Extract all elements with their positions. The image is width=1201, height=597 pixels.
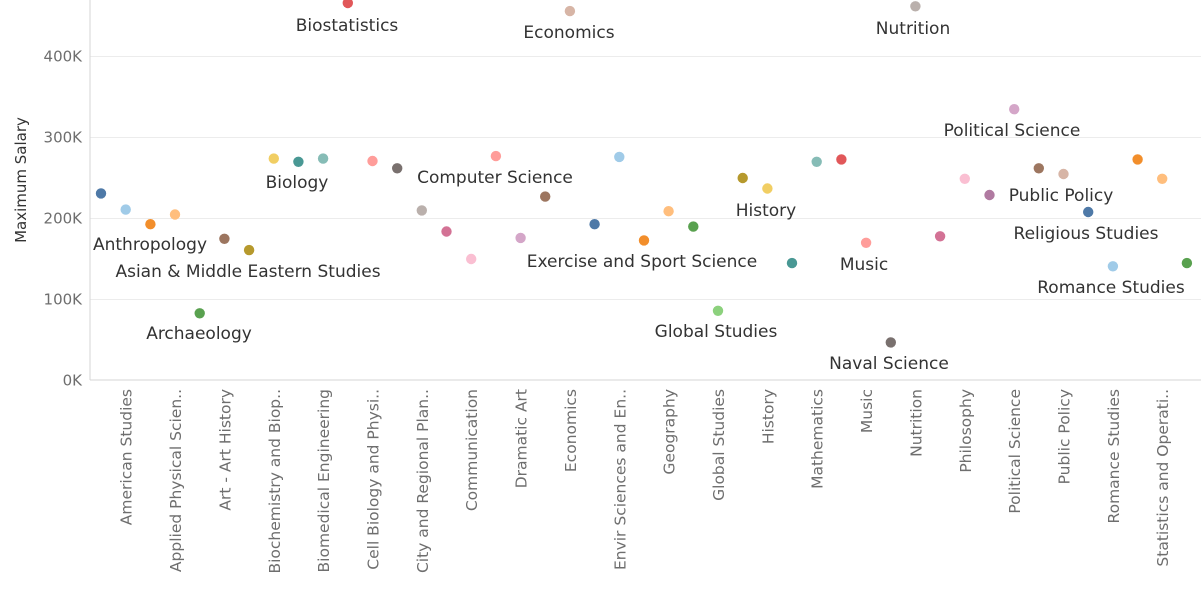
data-point[interactable] bbox=[120, 204, 131, 215]
data-point-label: Political Science bbox=[944, 121, 1081, 141]
data-point[interactable] bbox=[614, 151, 625, 163]
data-point[interactable] bbox=[860, 237, 872, 248]
data-point[interactable] bbox=[293, 156, 304, 167]
data-point[interactable] bbox=[540, 191, 551, 202]
data-point[interactable] bbox=[589, 219, 600, 230]
y-tick-label: 300K bbox=[44, 129, 84, 147]
y-tick-label: 100K bbox=[44, 291, 84, 309]
data-point[interactable] bbox=[392, 163, 403, 174]
y-tick-label: 0K bbox=[63, 372, 84, 390]
data-point[interactable] bbox=[515, 232, 526, 244]
data-point[interactable] bbox=[1083, 206, 1094, 218]
data-point[interactable] bbox=[268, 153, 279, 164]
data-point[interactable] bbox=[169, 209, 181, 220]
data-point-label: Music bbox=[840, 255, 888, 275]
x-tick-label: Biochemistry and Biop.. bbox=[266, 389, 284, 574]
data-point-label: Anthropology bbox=[93, 235, 207, 255]
data-point[interactable] bbox=[737, 172, 748, 184]
data-point[interactable] bbox=[317, 153, 329, 164]
data-point[interactable] bbox=[243, 244, 255, 256]
x-tick-label: Political Science bbox=[1006, 389, 1024, 514]
point-labels: Anthropology Archaeology Asian & Middle Ea… bbox=[93, 16, 1185, 374]
data-point-label: History bbox=[736, 201, 796, 221]
x-tick-label: Mathematics bbox=[809, 389, 827, 489]
data-point[interactable] bbox=[219, 233, 230, 244]
data-point-label: Nutrition bbox=[876, 19, 950, 39]
data-point-label: Romance Studies bbox=[1037, 278, 1185, 298]
x-tick-label: Applied Physical Scien.. bbox=[167, 389, 185, 572]
x-tick-label: Biomedical Engineering bbox=[315, 389, 333, 572]
data-point[interactable] bbox=[466, 253, 477, 265]
x-tick-label: Nutrition bbox=[907, 389, 925, 457]
data-point-label: Biostatistics bbox=[296, 16, 399, 36]
data-point[interactable] bbox=[836, 154, 847, 165]
data-point[interactable] bbox=[959, 173, 970, 184]
data-point[interactable] bbox=[1157, 173, 1168, 184]
x-tick-label: City and Regional Plan.. bbox=[414, 389, 432, 573]
x-tick-label: Global Studies bbox=[710, 389, 728, 501]
data-points bbox=[95, 0, 1193, 348]
data-point[interactable] bbox=[490, 150, 502, 162]
data-point-label: Computer Science bbox=[417, 168, 573, 188]
data-point[interactable] bbox=[367, 155, 378, 167]
data-point[interactable] bbox=[688, 221, 699, 232]
y-tick-label: 200K bbox=[44, 210, 84, 228]
data-point[interactable] bbox=[984, 189, 995, 201]
x-tick-label: Envir Sciences and En.. bbox=[611, 389, 629, 570]
data-point[interactable] bbox=[1033, 163, 1045, 174]
gridlines bbox=[90, 56, 1201, 300]
data-point[interactable] bbox=[663, 206, 674, 217]
data-point-label: Global Studies bbox=[655, 322, 778, 342]
data-point[interactable] bbox=[1132, 154, 1143, 165]
data-point-label: Religious Studies bbox=[1014, 224, 1159, 244]
x-tick-label: Economics bbox=[562, 389, 580, 472]
data-point[interactable] bbox=[145, 219, 156, 230]
data-point-label: Archaeology bbox=[146, 324, 252, 344]
x-tick-label: Music bbox=[858, 389, 876, 433]
x-tick-label: History bbox=[759, 389, 777, 444]
data-point[interactable] bbox=[1009, 104, 1020, 115]
data-point-label: Economics bbox=[523, 23, 614, 43]
data-point[interactable] bbox=[441, 226, 452, 237]
data-point[interactable] bbox=[638, 235, 650, 246]
x-tick-label: Romance Studies bbox=[1105, 389, 1123, 523]
data-point-label: Naval Science bbox=[829, 354, 949, 374]
data-point-label: Biology bbox=[266, 173, 329, 193]
data-point[interactable] bbox=[1107, 261, 1119, 272]
data-point-label: Exercise and Sport Science bbox=[527, 252, 757, 272]
y-axis-title: Maximum Salary bbox=[12, 117, 30, 243]
data-point[interactable] bbox=[342, 0, 353, 9]
x-tick-label: Cell Biology and Physi.. bbox=[365, 389, 383, 570]
data-point[interactable] bbox=[934, 231, 946, 242]
data-point[interactable] bbox=[416, 205, 427, 216]
data-point[interactable] bbox=[762, 183, 773, 194]
data-point[interactable] bbox=[786, 257, 798, 269]
x-tick-label: Geography bbox=[661, 389, 679, 475]
data-point[interactable] bbox=[564, 5, 576, 17]
data-point[interactable] bbox=[910, 1, 921, 12]
y-axis-ticks: 0K 100K 200K 300K 400K bbox=[44, 48, 84, 390]
data-point-label: Asian & Middle Eastern Studies bbox=[115, 262, 380, 282]
data-point[interactable] bbox=[811, 156, 822, 167]
data-point[interactable] bbox=[194, 308, 205, 319]
x-tick-label: Communication bbox=[463, 389, 481, 511]
data-point[interactable] bbox=[1181, 257, 1193, 269]
x-tick-label: Art - Art History bbox=[216, 389, 234, 511]
x-tick-label: Public Policy bbox=[1056, 389, 1074, 484]
data-point[interactable] bbox=[712, 305, 724, 316]
data-point[interactable] bbox=[95, 188, 107, 199]
data-point-label: Public Policy bbox=[1009, 186, 1114, 206]
x-axis-ticks: American Studies Applied Physical Scien..… bbox=[118, 389, 1172, 574]
x-tick-label: American Studies bbox=[118, 389, 136, 525]
x-tick-label: Philosophy bbox=[957, 389, 975, 473]
data-point[interactable] bbox=[1058, 168, 1069, 180]
data-point[interactable] bbox=[885, 337, 896, 348]
x-tick-label: Statistics and Operati.. bbox=[1154, 389, 1172, 567]
x-tick-label: Dramatic Art bbox=[513, 389, 531, 488]
y-tick-label: 400K bbox=[44, 48, 84, 66]
